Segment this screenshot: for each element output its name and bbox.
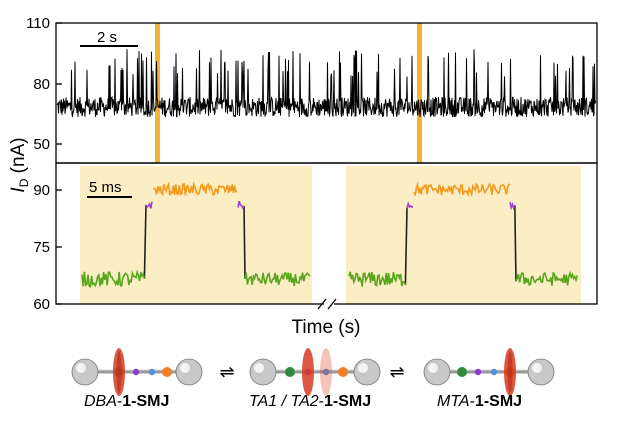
molecule-ta xyxy=(249,348,381,396)
event-highlight-2 xyxy=(417,23,422,163)
ytick-label-110: 110 xyxy=(26,15,50,32)
event-0-intermediate-right xyxy=(237,200,245,210)
event-0-intermediate-left xyxy=(145,201,153,209)
state-label-ta: TA1 / TA2-1-SMJ xyxy=(249,393,372,410)
event-1-low-right xyxy=(515,270,578,287)
zoom-traces xyxy=(81,181,578,289)
axis-break-mark xyxy=(317,298,327,310)
event-0-fall xyxy=(243,205,246,280)
molecule-mta xyxy=(423,348,555,396)
event-1-high xyxy=(413,181,511,198)
axis-break-gap xyxy=(324,300,334,309)
axis-break-mark xyxy=(327,298,337,310)
event-1-rise xyxy=(404,208,408,285)
ytick-label-75: 75 xyxy=(33,239,50,256)
current-trace-top xyxy=(56,49,597,118)
event-0-rise xyxy=(143,204,147,279)
scalebar-top-label: 2 s xyxy=(97,29,117,46)
y-axis-label: ID (nA) xyxy=(8,137,31,192)
ytick-label-90: 90 xyxy=(33,182,50,199)
x-axis-label: Time (s) xyxy=(292,317,361,338)
event-1-fall xyxy=(514,204,517,282)
event-0-high xyxy=(152,181,238,197)
state-label-dba: DBA-1-SMJ xyxy=(84,393,170,410)
event-1-intermediate-right xyxy=(509,201,516,211)
equilibrium-arrow-1: ⇌ xyxy=(219,362,234,382)
y-ticks xyxy=(56,22,62,305)
event-1-low-left xyxy=(348,271,407,287)
state-label-mta: MTA-1-SMJ xyxy=(437,393,523,410)
event-highlight-1 xyxy=(155,23,160,163)
event-0-low-right xyxy=(244,271,311,287)
event-0-low-left xyxy=(81,269,146,289)
molecule-dba xyxy=(71,348,203,396)
ytick-label-50: 50 xyxy=(33,136,50,153)
equilibrium-arrow-2: ⇌ xyxy=(389,362,404,382)
scalebar-bottom-label: 5 ms xyxy=(89,179,122,196)
ytick-label-60: 60 xyxy=(33,296,50,313)
ytick-label-80: 80 xyxy=(33,76,50,93)
event-1-intermediate-left xyxy=(406,201,414,209)
